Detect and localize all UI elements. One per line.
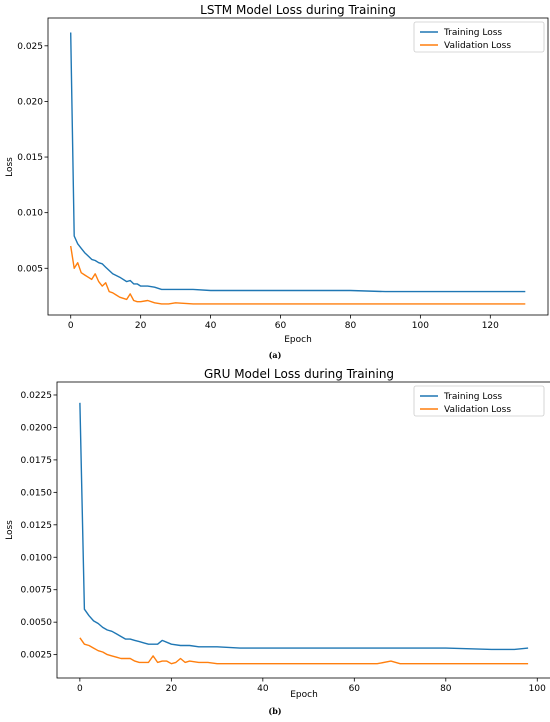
- x-tick-label: 80: [345, 321, 357, 331]
- panel-caption: (a): [269, 350, 282, 360]
- y-tick-label: 0.0200: [21, 423, 53, 433]
- x-tick-label: 40: [257, 684, 269, 694]
- legend-box: [413, 21, 545, 53]
- x-axis-label: Epoch: [290, 690, 318, 700]
- plot-area: [47, 17, 549, 316]
- x-tick-label: 40: [205, 321, 217, 331]
- training-loss-line: [70, 32, 526, 293]
- legend-box: [413, 385, 545, 417]
- legend-label-training: Training Loss: [443, 392, 502, 402]
- y-axis-label: Loss: [5, 157, 15, 177]
- x-tick-label: 80: [440, 684, 452, 694]
- legend: Training Loss Validation Loss: [413, 21, 545, 53]
- y-tick-label: 0.0225: [21, 391, 53, 401]
- chart-marks: [70, 32, 526, 305]
- legend-label-training: Training Loss: [443, 28, 502, 38]
- y-tick-label: 0.0150: [21, 488, 53, 498]
- y-tick-label: 0.0075: [21, 586, 53, 596]
- legend-label-validation: Validation Loss: [444, 405, 511, 415]
- y-tick-label: 0.005: [17, 264, 43, 274]
- x-tick-label: 0: [68, 321, 74, 331]
- y-tick-label: 0.025: [17, 42, 43, 52]
- y-tick-label: 0.010: [17, 209, 43, 219]
- x-tick-label: 20: [135, 321, 147, 331]
- x-tick-label: 0: [77, 684, 83, 694]
- y-tick-label: 0.0125: [21, 521, 53, 531]
- training-loss-line: [79, 402, 529, 651]
- y-tick-label: 0.0100: [21, 553, 53, 563]
- y-tick-label: 0.0050: [21, 618, 53, 628]
- y-tick-label: 0.020: [17, 97, 43, 107]
- x-tick-label: 20: [166, 684, 178, 694]
- chart-title: LSTM Model Loss during Training: [200, 3, 396, 17]
- x-tick-label: 60: [349, 684, 361, 694]
- panel-caption: (b): [268, 706, 281, 716]
- y-axis-ticks: 0.005 0.010 0.015 0.020 0.025: [17, 42, 48, 274]
- chart-panel-gru: GRU Model Loss during Training 0 20 40 60 80…: [5, 367, 550, 716]
- chart-title: GRU Model Loss during Training: [204, 367, 394, 381]
- legend: Training Loss Validation Loss: [413, 385, 545, 417]
- x-tick-label: 100: [529, 684, 546, 694]
- x-tick-label: 100: [412, 321, 429, 331]
- x-axis-ticks: 0 20 40 60 80 100 120: [68, 315, 499, 331]
- chart-panel-lstm: LSTM Model Loss during Training 0 20 40 60 8…: [5, 3, 549, 360]
- chart-marks: [79, 402, 529, 665]
- validation-loss-line: [79, 637, 529, 665]
- y-tick-label: 0.015: [17, 153, 43, 163]
- x-axis-ticks: 0 20 40 60 80 100: [77, 678, 546, 694]
- y-tick-label: 0.0025: [21, 651, 53, 661]
- validation-loss-line: [70, 245, 526, 305]
- x-axis-label: Epoch: [284, 335, 312, 345]
- legend-label-validation: Validation Loss: [444, 41, 511, 51]
- y-axis-label: Loss: [5, 520, 15, 540]
- y-tick-label: 0.0175: [21, 456, 53, 466]
- y-axis-ticks: 0.0025 0.0050 0.0075 0.0100 0.0125 0.0150 0.01…: [21, 391, 57, 661]
- x-tick-label: 60: [275, 321, 287, 331]
- plot-area: [56, 381, 550, 679]
- x-tick-label: 120: [482, 321, 499, 331]
